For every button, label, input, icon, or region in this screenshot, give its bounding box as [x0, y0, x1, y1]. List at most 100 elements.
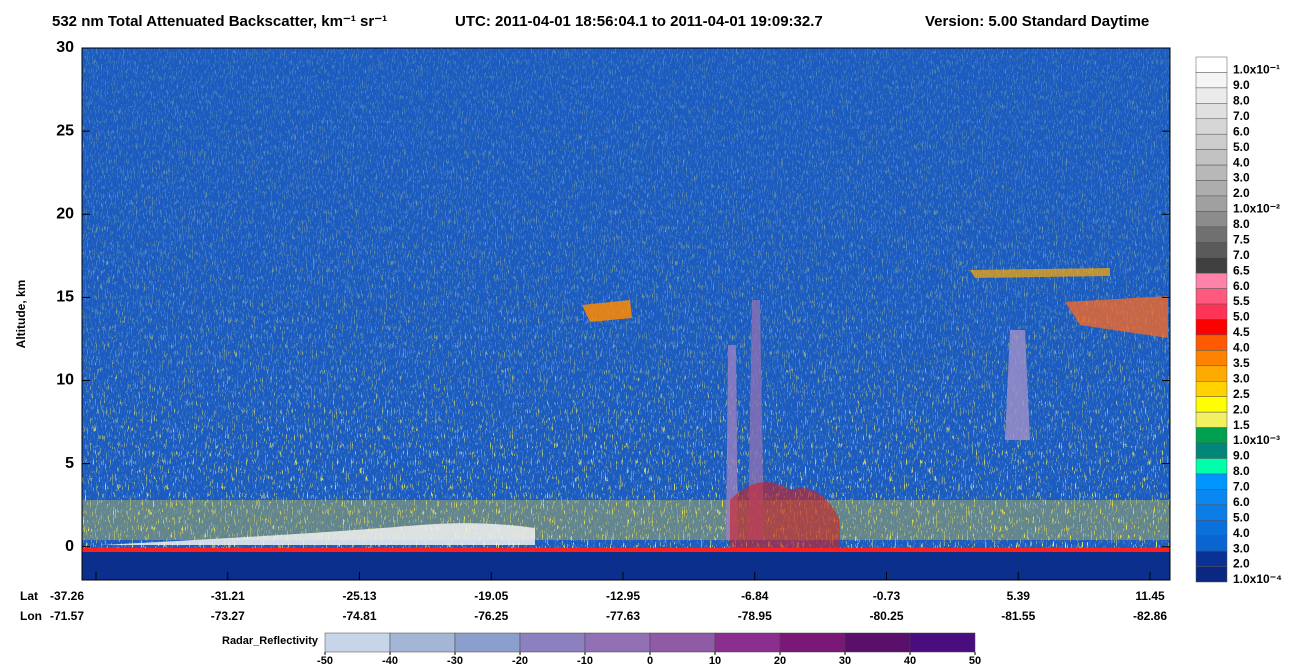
colorbar-box [1195, 242, 1228, 258]
radar-tick-label: -50 [317, 655, 333, 667]
colorbar-label: 6.0 [1233, 279, 1250, 293]
radar-colorbar-box [324, 632, 391, 653]
colorbar-box [1195, 458, 1228, 475]
colorbar-label: 2.5 [1233, 387, 1250, 401]
colorbar-box [1195, 118, 1228, 135]
colorbar-box [1195, 72, 1228, 89]
lat-tick-label: -19.05 [474, 589, 508, 603]
radar-tick-label: 50 [969, 655, 981, 667]
lon-tick-label: -77.63 [606, 609, 640, 623]
colorbar-label: 1.0x10⁻³ [1233, 433, 1280, 447]
colorbar-label: 9.0 [1233, 449, 1250, 463]
colorbar-label: 3.0 [1233, 541, 1250, 555]
backscatter-field [82, 48, 1170, 580]
radar-tick-label: 20 [774, 655, 786, 667]
radar-tick-label: 10 [709, 655, 721, 667]
colorbar-label: 7.0 [1233, 109, 1250, 123]
y-tick-label: 0 [65, 538, 74, 555]
version: Version: 5.00 Standard Daytime [925, 13, 1149, 30]
colorbar-label: 6.0 [1233, 124, 1250, 138]
y-tick-label: 10 [56, 372, 74, 389]
time-range: UTC: 2011-04-01 18:56:04.1 to 2011-04-01… [455, 13, 823, 30]
lat-tick-label: -0.73 [873, 589, 901, 603]
colorbar-label: 6.0 [1233, 495, 1250, 509]
lon-tick-label: -82.86 [1133, 609, 1167, 623]
radar-colorbar-box [389, 632, 456, 653]
y-tick-label: 20 [56, 205, 74, 222]
lat-label: Lat [20, 589, 38, 603]
radar-colorbar-box [844, 632, 911, 653]
colorbar-box [1195, 427, 1228, 444]
y-tick-label: 25 [56, 122, 74, 139]
colorbar-box [1195, 56, 1228, 73]
radar-tick-label: -40 [382, 655, 398, 667]
colorbar-box [1195, 365, 1228, 382]
colorbar-label: 8.0 [1233, 93, 1250, 107]
colorbar-label: 9.0 [1233, 78, 1250, 92]
colorbar-box [1195, 411, 1228, 428]
colorbar-box [1195, 272, 1228, 289]
colorbar-label: 5.0 [1233, 310, 1250, 324]
colorbar-label: 6.5 [1233, 263, 1250, 277]
radar-colorbar-box [519, 632, 586, 653]
colorbar-box [1195, 334, 1228, 351]
colorbar-label: 8.0 [1233, 217, 1250, 231]
lat-tick-label: -25.13 [342, 589, 376, 603]
colorbar-label: 1.0x10⁻² [1233, 202, 1280, 216]
colorbar-box [1195, 550, 1228, 567]
lat-tick-label: 11.45 [1135, 589, 1165, 603]
colorbar-box [1195, 195, 1228, 212]
lat-tick-label: -31.21 [211, 589, 245, 603]
colorbar-box [1195, 149, 1228, 166]
colorbar-box [1195, 519, 1228, 536]
colorbar-box [1195, 535, 1228, 552]
y-axis-label: Altitude, km [14, 280, 28, 349]
colorbar-box [1195, 288, 1228, 305]
colorbar-label: 1.0x10⁻⁴ [1233, 572, 1282, 586]
colorbar-box [1195, 504, 1228, 521]
radar-colorbar-box [779, 632, 846, 653]
radar-tick-label: -10 [577, 655, 593, 667]
colorbar-label: 7.0 [1233, 248, 1250, 262]
colorbar-label: 1.0x10⁻¹ [1233, 63, 1280, 77]
colorbar-box [1195, 133, 1228, 150]
radar-colorbar-box [454, 632, 521, 653]
lon-label: Lon [20, 609, 42, 623]
lat-tick-label: -6.84 [741, 589, 769, 603]
colorbar-label: 4.0 [1233, 155, 1250, 169]
y-tick-label: 30 [56, 39, 74, 56]
lon-tick-label: -78.95 [738, 609, 772, 623]
lon-tick-label: -80.25 [869, 609, 903, 623]
colorbar-label: 3.0 [1233, 371, 1250, 385]
colorbar-box [1195, 87, 1228, 104]
colorbar-box [1195, 226, 1228, 243]
colorbar-label: 7.5 [1233, 232, 1250, 246]
colorbar-label: 4.0 [1233, 341, 1250, 355]
colorbar-label: 7.0 [1233, 480, 1250, 494]
colorbar-box [1195, 103, 1228, 120]
y-tick-label: 15 [56, 289, 74, 306]
radar-colorbar-box [714, 632, 781, 653]
plot-frame [81, 47, 1171, 581]
lat-tick-label: -12.95 [606, 589, 640, 603]
radar-tick-label: 0 [647, 655, 653, 667]
colorbar-label: 2.0 [1233, 186, 1250, 200]
colorbar-box [1195, 164, 1228, 181]
colorbar-box [1195, 319, 1228, 336]
colorbar-label: 3.0 [1233, 171, 1250, 185]
colorbar-box [1195, 257, 1228, 274]
colorbar-label: 4.0 [1233, 526, 1250, 540]
colorbar-box [1195, 489, 1228, 506]
colorbar-box [1195, 442, 1228, 459]
colorbar-box [1195, 566, 1228, 583]
y-tick-label: 5 [65, 455, 74, 472]
colorbar-box [1195, 381, 1228, 397]
lon-tick-label: -71.57 [50, 609, 84, 623]
colorbar-box [1195, 473, 1228, 490]
lon-tick-label: -73.27 [211, 609, 245, 623]
lat-tick-label: 5.39 [1007, 589, 1031, 603]
radar-tick-label: 30 [839, 655, 851, 667]
colorbar-label: 5.0 [1233, 140, 1250, 154]
colorbar-label: 5.5 [1233, 294, 1250, 308]
